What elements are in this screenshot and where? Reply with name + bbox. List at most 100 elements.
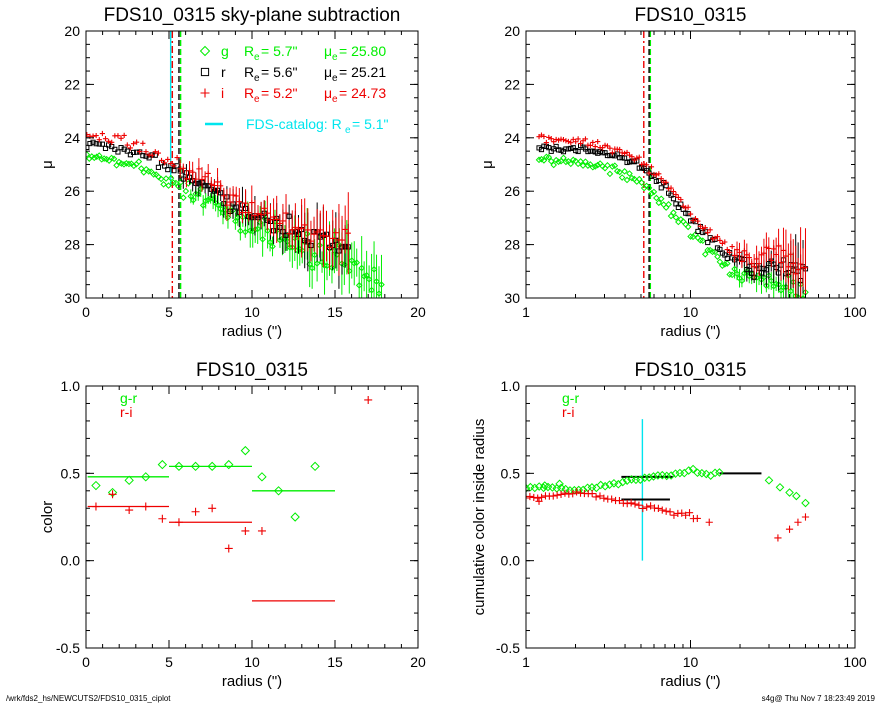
data-point-plus: [535, 497, 543, 505]
axis-ticks: [85, 30, 419, 299]
data-point-diamond: [375, 290, 383, 297]
data-point-diamond: [775, 482, 785, 492]
data-point-plus: [778, 259, 784, 266]
data-point-diamond: [611, 162, 619, 170]
data-point-plus: [330, 235, 336, 241]
data-point-diamond: [787, 287, 795, 295]
data-point-diamond: [341, 261, 348, 268]
data-point-plus: [678, 197, 684, 203]
data-point-square: [93, 141, 99, 147]
data-point-plus: [308, 238, 314, 244]
data-point-plus: [600, 494, 608, 502]
y-tick-label: 24: [64, 130, 80, 146]
data-point-plus: [171, 163, 177, 169]
data-point-diamond: [545, 153, 553, 161]
data-point-plus: [561, 489, 569, 497]
data-point-diamond: [699, 237, 707, 245]
data-point-plus: [165, 156, 171, 163]
data-point-diamond: [298, 247, 306, 254]
data-point-diamond: [666, 471, 676, 480]
axis-ticks: [85, 385, 419, 649]
data-point-plus: [241, 526, 250, 535]
x-tick-label: 1: [522, 654, 530, 670]
data-point-plus: [643, 162, 650, 168]
x-tick-label: 1: [522, 304, 530, 320]
data-point-diamond: [535, 156, 543, 164]
data-point-diamond: [701, 250, 709, 258]
data-point-plus: [218, 183, 224, 189]
legend-re-subscript: e: [254, 52, 260, 63]
data-point-diamond: [579, 162, 587, 169]
data-point-diamond: [594, 161, 602, 169]
data-point-plus: [364, 395, 373, 404]
data-point-diamond: [363, 271, 370, 279]
data-point-plus: [174, 155, 180, 161]
data-point-diamond: [289, 244, 296, 251]
data-point-plus: [629, 154, 635, 160]
data-point-plus: [267, 217, 274, 223]
y-tick-label: 26: [504, 183, 520, 199]
data-point-diamond: [715, 468, 724, 477]
data-point-plus: [149, 152, 155, 158]
plot-area: [535, 31, 809, 298]
data-point-diamond: [605, 480, 614, 489]
data-point-plus: [749, 260, 755, 267]
data-point-plus: [590, 139, 596, 146]
data-point-plus: [557, 490, 565, 499]
legend-mu-value: = 25.21: [339, 64, 386, 80]
data-point-plus: [270, 214, 277, 220]
data-point-diamond: [672, 214, 680, 221]
data-point-plus: [109, 139, 115, 145]
data-point-diamond: [160, 181, 167, 188]
data-point-plus: [635, 501, 643, 509]
legend-mu-label: μ: [324, 85, 332, 101]
data-point-diamond: [157, 175, 165, 183]
legend-mu-value: = 24.73: [339, 85, 386, 101]
data-point-diamond: [555, 479, 564, 489]
data-point-plus: [227, 199, 233, 205]
data-point-square: [90, 139, 96, 145]
data-point-plus: [208, 504, 217, 513]
data-point-plus: [134, 139, 140, 145]
data-point-plus: [766, 245, 772, 251]
data-point-diamond: [110, 155, 118, 163]
data-point-plus: [727, 249, 733, 256]
data-point-diamond: [365, 275, 373, 283]
data-point-plus: [685, 204, 691, 210]
data-point-plus: [548, 136, 554, 142]
data-point-diamond: [650, 188, 658, 196]
data-point-plus: [190, 169, 196, 175]
data-point-plus: [258, 211, 264, 218]
y-tick-label: 30: [504, 290, 520, 306]
data-point-plus: [627, 499, 635, 507]
data-point-square: [658, 185, 664, 191]
data-point-square: [87, 140, 93, 147]
legend-re-label: R: [244, 64, 254, 80]
data-point-plus: [682, 511, 690, 519]
data-point-plus: [569, 490, 577, 498]
series-r-i: [526, 488, 810, 542]
legend-re-value: = 5.2": [261, 85, 298, 101]
data-point-diamond: [187, 192, 195, 200]
data-point-plus: [707, 227, 713, 233]
data-point-plus: [673, 191, 679, 198]
data-point-diamond: [167, 174, 175, 182]
plot-area: [86, 31, 385, 298]
data-point-square: [99, 141, 105, 147]
data-point-plus: [246, 209, 252, 216]
data-point-plus: [186, 168, 193, 174]
x-tick-label: 10: [244, 654, 260, 670]
data-point-plus: [794, 518, 802, 526]
y-tick-label: 0.0: [501, 553, 521, 569]
data-point-plus: [717, 237, 723, 243]
data-point-plus: [624, 149, 630, 156]
data-point-square: [705, 239, 711, 246]
data-point-plus: [702, 225, 708, 231]
data-point-diamond: [202, 197, 209, 205]
data-point-diamond: [622, 476, 632, 485]
x-tick-label: 0: [82, 654, 90, 670]
y-tick-label: 30: [64, 290, 80, 306]
data-point-plus: [739, 258, 745, 264]
data-point-diamond: [731, 265, 738, 273]
data-point-diamond: [582, 158, 589, 165]
